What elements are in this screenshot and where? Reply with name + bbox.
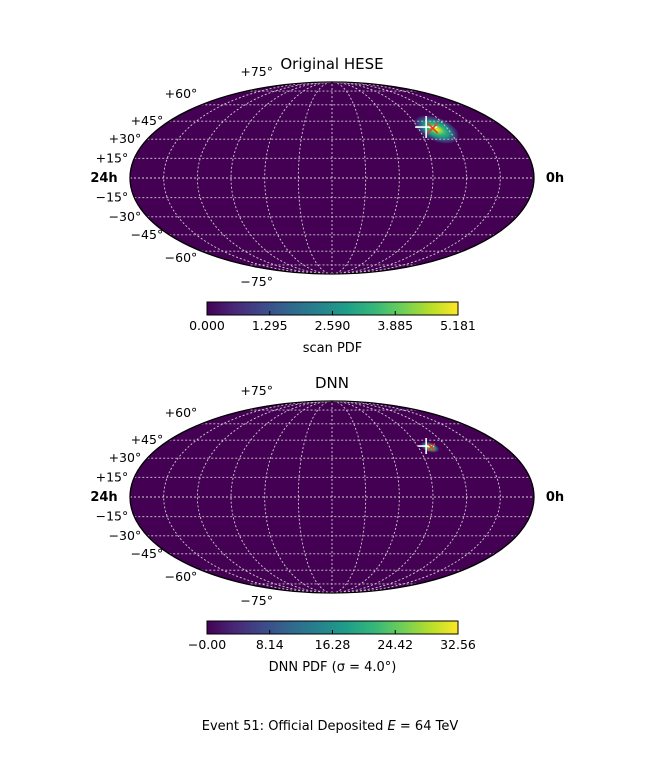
latitude-label: +45° [131,113,164,128]
latitude-label: +15° [96,150,129,165]
probability-hotspot [413,114,460,145]
colorbar-tick-label: 16.28 [315,637,351,652]
sky-map [129,400,535,594]
true-direction-x-marker [427,122,439,134]
figure-caption: Event 51: Official Deposited E = 64 TeV [202,719,459,734]
meridian-line [163,81,333,275]
meridian-line [331,81,468,275]
meridian-line [331,400,468,594]
map-outline [129,81,535,275]
colorbar-tick-label: −0.00 [188,637,226,652]
graticule [130,400,534,594]
meridian-line [196,400,333,594]
meridian-line [264,81,333,275]
latitude-label: +15° [96,469,129,484]
latitude-label: −75° [240,274,273,289]
sky-map [129,81,535,275]
latitude-label: −45° [131,227,164,242]
ra-label-right: 0h [546,490,564,505]
colorbar: −0.00 8.14 16.28 24.42 32.56 DNN PDF (σ = 4.0… [188,620,476,675]
ra-label-right: 0h [546,171,564,186]
meridian-line [297,400,333,594]
latitude-label: +75° [240,64,273,79]
latitude-labels: +75° +60°+45° +30° +15° −15° −30° −45°−60° −75° [96,383,273,608]
meridian-line [331,400,501,594]
meridian-line [331,400,400,594]
latitude-label: +60° [165,405,198,420]
meridian-line [331,81,367,275]
latitude-label: −30° [109,209,142,224]
colorbar-tick-label: 1.295 [252,318,288,333]
panel-original-hese: Original HESE +75° +60°+45° +30° +15° −15° −3… [90,55,564,356]
meridian-line [196,81,333,275]
latitude-labels: +75° +60°+45° +30° +15° −15° −30° −45°−60° −75° [96,64,273,289]
latitude-label: +45° [131,432,164,447]
colorbar-tick-label: 5.181 [440,318,476,333]
meridian-line [331,81,501,275]
colorbar-tick-label: 0.000 [189,318,225,333]
panel-dnn: DNN +75° +60°+45° +30° +15° −15° −30° −45°−60°… [90,374,564,675]
latitude-label: +60° [165,86,198,101]
latitude-label: −30° [109,528,142,543]
latitude-label: −15° [96,509,129,524]
colorbar-label: scan PDF [303,341,363,356]
colorbar-label: DNN PDF (σ = 4.0°) [269,660,397,675]
latitude-label: −45° [131,546,164,561]
latitude-label: +30° [109,131,142,146]
map-outline [129,400,535,594]
colorbar-tick-label: 2.590 [315,318,351,333]
graticule [130,81,534,275]
ra-label-left: 24h [90,490,117,505]
meridian-line [297,81,333,275]
latitude-label: −75° [240,593,273,608]
latitude-label: −15° [96,190,129,205]
chart-title: DNN [315,374,349,392]
latitude-label: −60° [165,250,198,265]
latitude-label: +30° [109,450,142,465]
colorbar: 0.000 1.295 2.590 3.885 5.181 scan PDF [189,301,476,356]
latitude-label: −60° [165,569,198,584]
true-direction-x-marker [427,443,436,452]
meridian-line [331,81,400,275]
meridian-line [264,400,333,594]
chart-title: Original HESE [280,55,383,73]
colorbar-tick-label: 32.56 [440,637,476,652]
meridian-line [163,400,333,594]
ra-label-left: 24h [90,171,117,186]
meridian-line [331,400,367,594]
latitude-label: +75° [240,383,273,398]
colorbar-tick-label: 3.885 [377,318,413,333]
colorbar-tick-label: 8.14 [256,637,284,652]
colorbar-tick-label: 24.42 [377,637,413,652]
